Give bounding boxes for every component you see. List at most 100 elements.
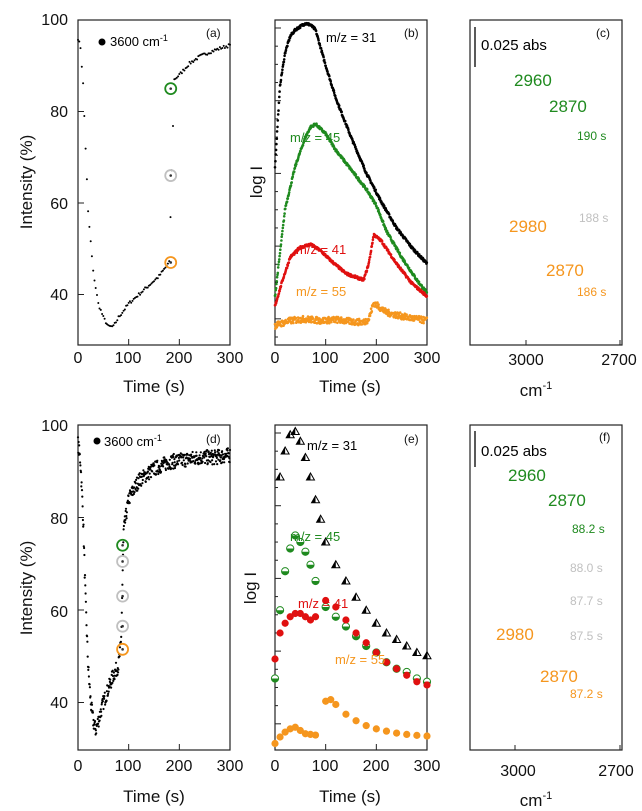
data-point bbox=[423, 651, 427, 659]
data-point bbox=[369, 249, 373, 253]
data-point bbox=[277, 263, 280, 266]
data-point bbox=[127, 494, 130, 498]
xtick-e-0: 0 bbox=[271, 758, 280, 775]
data-point bbox=[83, 546, 86, 550]
data-point bbox=[172, 452, 175, 456]
data-point bbox=[94, 729, 97, 732]
data-point bbox=[284, 207, 287, 211]
data-point bbox=[219, 456, 222, 459]
data-point bbox=[188, 60, 191, 63]
data-point bbox=[196, 58, 199, 61]
ticks-d bbox=[77, 424, 231, 750]
data-point bbox=[297, 318, 300, 322]
data-point bbox=[329, 79, 333, 83]
data-point bbox=[271, 739, 279, 748]
data-point bbox=[78, 444, 81, 447]
data-point bbox=[122, 528, 125, 531]
data-point bbox=[137, 477, 140, 480]
peak-c-2980: 2980 bbox=[509, 217, 547, 236]
data-point bbox=[298, 316, 302, 320]
data-point bbox=[116, 319, 119, 322]
data-point bbox=[82, 523, 85, 526]
xtick-a-300: 300 bbox=[217, 350, 244, 367]
data-point bbox=[287, 261, 291, 264]
highlight-marker-center bbox=[121, 624, 124, 628]
data-point bbox=[301, 453, 306, 461]
data-point bbox=[91, 711, 94, 714]
peak-c-2870-top: 2870 bbox=[549, 97, 587, 116]
data-point bbox=[173, 466, 177, 470]
data-point bbox=[128, 300, 131, 303]
data-point bbox=[326, 70, 329, 73]
data-point bbox=[286, 44, 289, 48]
data-point bbox=[101, 700, 104, 703]
data-point bbox=[88, 683, 91, 686]
data-point bbox=[183, 69, 186, 72]
data-point bbox=[370, 244, 374, 248]
data-point bbox=[101, 313, 104, 315]
data-point bbox=[117, 668, 120, 671]
data-point bbox=[221, 461, 224, 464]
data-point bbox=[116, 673, 119, 676]
data-point bbox=[103, 697, 106, 700]
data-point bbox=[83, 553, 86, 557]
xtick-a-100: 100 bbox=[115, 350, 142, 367]
data-point bbox=[90, 701, 93, 704]
data-point bbox=[182, 456, 185, 459]
data-point bbox=[423, 681, 431, 689]
data-point bbox=[84, 592, 87, 595]
data-point bbox=[283, 212, 286, 215]
data-point bbox=[198, 454, 201, 457]
data-point bbox=[193, 456, 196, 459]
data-point bbox=[192, 460, 195, 463]
data-point bbox=[94, 287, 97, 289]
ytick-d-100: 100 bbox=[41, 418, 68, 435]
data-point bbox=[134, 482, 137, 485]
data-point bbox=[306, 564, 315, 569]
data-point bbox=[365, 321, 369, 325]
ytick-d-80: 80 bbox=[50, 511, 68, 528]
data-point bbox=[216, 463, 219, 466]
data-point bbox=[96, 717, 99, 721]
data-point bbox=[352, 629, 360, 637]
data-point bbox=[195, 454, 198, 457]
data-point bbox=[396, 248, 400, 252]
data-point bbox=[368, 255, 372, 259]
data-point bbox=[111, 681, 114, 685]
data-point bbox=[177, 456, 180, 459]
panel-c: 0.025 abs (c) 2960 2870 190 s 188 s 2980… bbox=[469, 19, 637, 400]
data-point bbox=[413, 274, 417, 278]
data-point bbox=[184, 463, 187, 466]
data-point bbox=[352, 717, 360, 725]
data-point bbox=[362, 722, 370, 730]
data-point bbox=[341, 577, 346, 584]
data-point bbox=[316, 515, 321, 523]
data-point bbox=[164, 266, 167, 269]
data-point bbox=[225, 45, 228, 48]
data-point bbox=[105, 690, 108, 693]
data-point bbox=[218, 46, 221, 49]
data-point bbox=[124, 521, 127, 524]
data-point bbox=[339, 321, 342, 324]
data-point bbox=[84, 600, 87, 603]
data-point bbox=[168, 463, 171, 466]
data-point bbox=[90, 703, 94, 706]
data-point bbox=[141, 290, 144, 293]
xtick-b-300: 300 bbox=[414, 350, 441, 367]
data-point bbox=[271, 678, 279, 683]
data-point bbox=[281, 619, 289, 627]
data-point bbox=[128, 501, 131, 505]
data-point bbox=[365, 188, 369, 191]
data-point bbox=[87, 675, 90, 678]
peak-f-2870-bottom: 2870 bbox=[540, 667, 578, 686]
data-point bbox=[314, 318, 318, 322]
data-point bbox=[192, 61, 195, 63]
xlabel-a: Time (s) bbox=[123, 377, 185, 396]
data-point bbox=[275, 280, 279, 283]
data-point bbox=[418, 253, 421, 256]
data-point bbox=[298, 26, 302, 30]
data-point bbox=[89, 240, 92, 243]
data-point bbox=[419, 315, 423, 318]
data-point bbox=[122, 541, 125, 544]
